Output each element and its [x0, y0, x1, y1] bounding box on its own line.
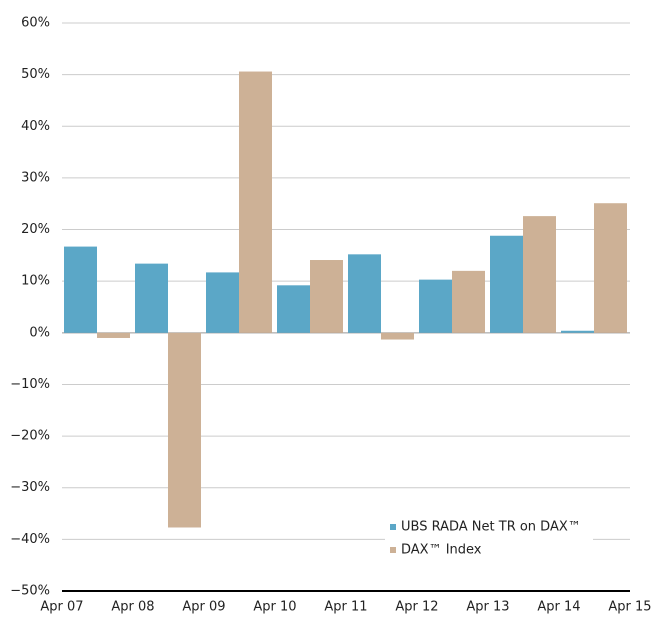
- legend-label: UBS RADA Net TR on DAX™: [401, 520, 581, 535]
- bar: [239, 71, 272, 333]
- x-tick-label: Apr 11: [324, 600, 367, 615]
- legend-box: [385, 513, 593, 565]
- x-tick-label: Apr 12: [395, 600, 438, 615]
- y-tick-label: 20%: [21, 222, 50, 237]
- y-tick-label: 10%: [21, 274, 50, 289]
- y-tick-label: −30%: [10, 480, 50, 495]
- bar: [310, 260, 343, 333]
- x-tick-label: Apr 15: [608, 600, 651, 615]
- bar: [561, 330, 594, 333]
- bar: [594, 203, 627, 333]
- legend-swatch: [390, 547, 396, 553]
- y-tick-label: 50%: [21, 67, 50, 82]
- y-tick-label: −50%: [10, 584, 50, 599]
- y-tick-label: 0%: [29, 325, 50, 340]
- bar: [206, 272, 239, 333]
- x-tick-label: Apr 08: [111, 600, 154, 615]
- y-tick-label: −20%: [10, 429, 50, 444]
- y-tick-label: 40%: [21, 119, 50, 134]
- x-tick-label: Apr 09: [182, 600, 225, 615]
- legend-swatch: [390, 524, 396, 530]
- y-tick-label: −10%: [10, 377, 50, 392]
- x-tick-label: Apr 07: [40, 600, 83, 615]
- x-tick-label: Apr 13: [466, 600, 509, 615]
- x-tick-label: Apr 10: [253, 600, 296, 615]
- bar: [168, 332, 201, 528]
- bar: [135, 263, 168, 333]
- y-tick-label: 30%: [21, 170, 50, 185]
- bar: [419, 279, 452, 333]
- y-tick-label: 60%: [21, 16, 50, 31]
- bar: [452, 270, 485, 333]
- bar: [381, 332, 414, 340]
- bar: [490, 235, 523, 333]
- bar: [64, 246, 97, 333]
- bar: [97, 332, 130, 338]
- bar: [277, 285, 310, 333]
- legend-label: DAX™ Index: [401, 543, 482, 558]
- x-tick-label: Apr 14: [537, 600, 580, 615]
- y-tick-label: −40%: [10, 532, 50, 547]
- bar: [523, 216, 556, 333]
- bar: [348, 254, 381, 333]
